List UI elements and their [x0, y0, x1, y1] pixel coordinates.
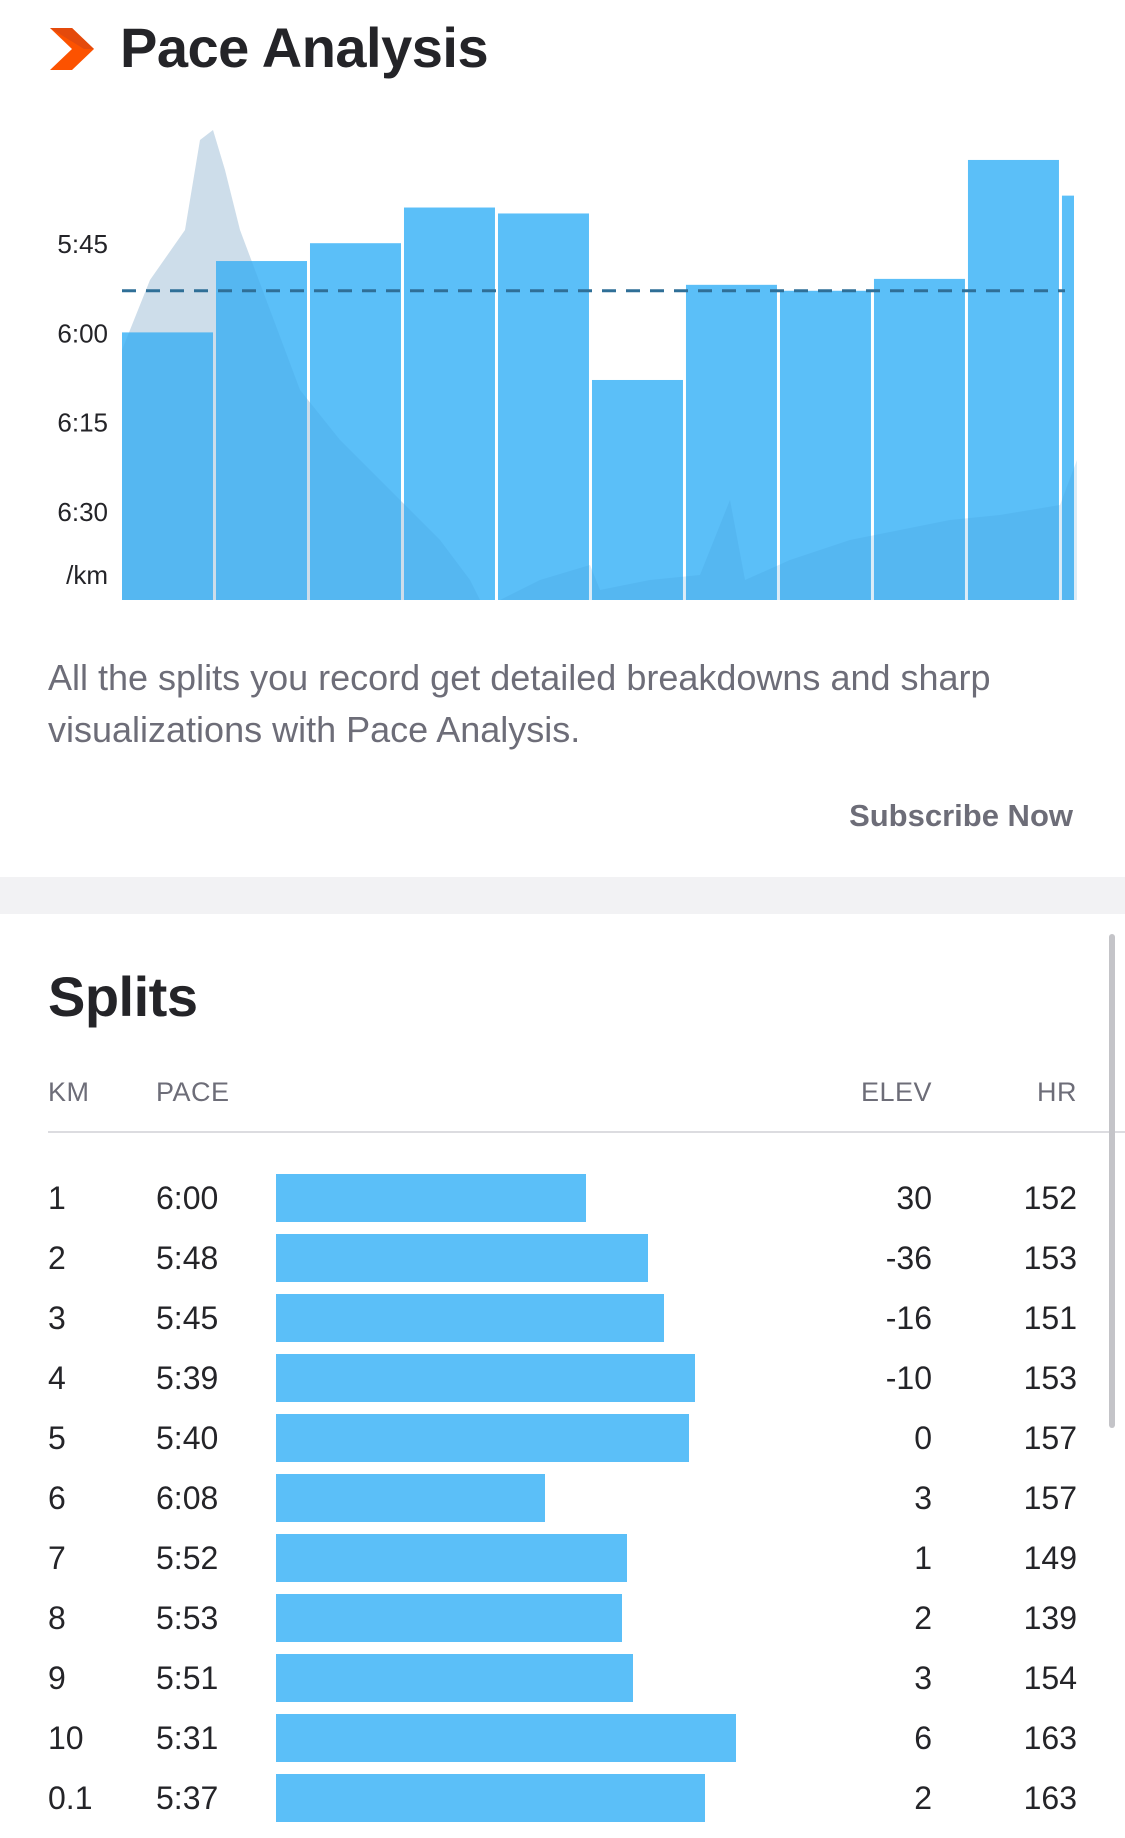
- split-pace: 5:37: [156, 1780, 219, 1816]
- table-row: 2 5:48 -36 153: [0, 1228, 1125, 1288]
- y-unit-label: /km: [66, 560, 108, 590]
- pace-chart-bar: [967, 159, 1059, 601]
- split-km: 8: [48, 1600, 66, 1636]
- split-hr: 163: [1023, 1780, 1077, 1816]
- heart-rate-overlay: [122, 130, 1077, 600]
- split-hr: 152: [1023, 1180, 1077, 1216]
- split-hr: 149: [1023, 1540, 1077, 1576]
- split-elev: 1: [914, 1540, 932, 1576]
- pace-chart-bar: [779, 290, 871, 600]
- table-row: 6 6:08 3 157: [0, 1468, 1125, 1528]
- pace-chart-bar: [497, 213, 589, 600]
- split-elev: 0: [914, 1420, 932, 1456]
- split-pace: 5:39: [156, 1360, 219, 1396]
- pace-bar: [276, 1474, 545, 1522]
- y-tick-label: 5:45: [57, 229, 108, 259]
- table-row: 8 5:53 2 139: [0, 1588, 1125, 1648]
- table-row: 10 5:31 6 163: [0, 1708, 1125, 1768]
- split-elev: 6: [914, 1720, 932, 1756]
- table-row: 7 5:52 1 149: [0, 1528, 1125, 1588]
- scrollbar[interactable]: [1109, 934, 1115, 1428]
- split-pace: 5:45: [156, 1300, 219, 1336]
- pace-analysis-card: Pace Analysis 5:45 6:00 6:15 6:30/km All th…: [0, 0, 1125, 877]
- elev-column-header: ELEV: [860, 1077, 932, 1107]
- pace-chart-bar: [309, 243, 401, 600]
- header-divider: [48, 1131, 1125, 1133]
- split-elev: -36: [885, 1240, 932, 1276]
- pace-bar: [276, 1294, 664, 1342]
- section-divider: [0, 877, 1125, 914]
- pace-chart-bar: [1061, 195, 1074, 601]
- subscribe-now-button[interactable]: Subscribe Now: [849, 798, 1073, 833]
- pace-bar: [276, 1534, 627, 1582]
- y-tick-label: 6:00: [57, 318, 108, 348]
- split-km: 7: [48, 1540, 66, 1576]
- pace-bar: [276, 1714, 736, 1762]
- split-pace: 5:48: [156, 1240, 219, 1276]
- split-km: 3: [48, 1300, 66, 1336]
- pace-chart: 5:45 6:00 6:15 6:30/km: [57, 130, 1077, 601]
- split-pace: 5:31: [156, 1720, 219, 1756]
- page-title: Pace Analysis: [120, 16, 489, 79]
- split-km: 5: [48, 1420, 66, 1456]
- table-row: 9 5:51 3 154: [0, 1648, 1125, 1708]
- split-pace: 6:08: [156, 1480, 219, 1516]
- split-hr: 163: [1023, 1720, 1077, 1756]
- pace-chart-bar: [122, 332, 213, 600]
- splits-title: Splits: [48, 965, 198, 1028]
- split-elev: 2: [914, 1600, 932, 1636]
- split-hr: 139: [1023, 1600, 1077, 1636]
- hr-column-header: HR: [1037, 1077, 1077, 1107]
- split-km: 9: [48, 1660, 66, 1696]
- split-hr: 154: [1023, 1660, 1077, 1696]
- pace-analysis-header: Pace Analysis: [0, 0, 1125, 100]
- split-elev: 3: [914, 1480, 932, 1516]
- pace-chart-bar: [685, 284, 777, 600]
- y-tick-label: 6:15: [57, 408, 108, 438]
- pace-chart-bar: [215, 261, 307, 600]
- split-hr: 153: [1023, 1240, 1077, 1276]
- km-column-header: KM: [48, 1077, 90, 1107]
- split-hr: 157: [1023, 1480, 1077, 1516]
- split-pace: 5:52: [156, 1540, 219, 1576]
- table-row: 0.1 5:37 2 163: [0, 1768, 1125, 1828]
- split-elev: 3: [914, 1660, 932, 1696]
- pace-analysis-description: All the splits you record get detailed b…: [48, 657, 991, 750]
- split-pace: 5:53: [156, 1600, 219, 1636]
- split-elev: -16: [885, 1300, 932, 1336]
- pace-chart-bar: [403, 207, 495, 600]
- split-pace: 6:00: [156, 1180, 219, 1216]
- split-hr: 151: [1023, 1300, 1077, 1336]
- splits-card: Splits KM PACE ELEV HR 1 6:00 30 152 2 5:48 -3…: [0, 914, 1125, 1838]
- split-pace: 5:40: [156, 1420, 219, 1456]
- table-row: 1 6:00 30 152: [0, 1168, 1125, 1228]
- table-row: 3 5:45 -16 151: [0, 1288, 1125, 1348]
- pace-bar: [276, 1414, 689, 1462]
- table-row: 4 5:39 -10 153: [0, 1348, 1125, 1408]
- split-pace: 5:51: [156, 1660, 219, 1696]
- split-elev: -10: [885, 1360, 932, 1396]
- pace-bar: [276, 1594, 622, 1642]
- y-tick-label: 6:30: [57, 497, 108, 527]
- pace-bar: [276, 1774, 705, 1822]
- split-km: 6: [48, 1480, 66, 1516]
- pace-bar: [276, 1234, 648, 1282]
- split-km: 10: [48, 1720, 84, 1756]
- split-km: 4: [48, 1360, 66, 1396]
- pace-chart-bar: [873, 278, 965, 600]
- chevron-right-icon: [50, 28, 94, 70]
- split-hr: 153: [1023, 1360, 1077, 1396]
- split-elev: 30: [896, 1180, 932, 1216]
- split-hr: 157: [1023, 1420, 1077, 1456]
- split-km: 2: [48, 1240, 66, 1276]
- pace-bar: [276, 1174, 586, 1222]
- split-km: 1: [48, 1180, 66, 1216]
- table-row: 5 5:40 0 157: [0, 1408, 1125, 1468]
- pace-column-header: PACE: [156, 1077, 230, 1107]
- pace-bar: [276, 1654, 633, 1702]
- pace-chart-bar: [591, 379, 683, 600]
- split-km: 0.1: [48, 1780, 93, 1816]
- split-elev: 2: [914, 1780, 932, 1816]
- pace-bar: [276, 1354, 695, 1402]
